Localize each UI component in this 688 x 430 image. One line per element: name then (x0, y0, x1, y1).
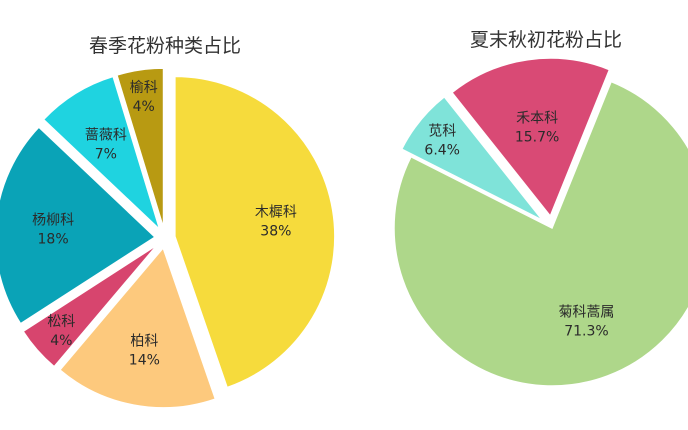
late-summer-pie: 菊科蒿属 71.3% 苋科 6.4% 禾本科 15.7% (393, 57, 688, 387)
slice-value-label: 14% (129, 352, 160, 368)
pie-slice-1-2 (450, 57, 611, 218)
slice-value-label: 4% (50, 333, 72, 349)
slice-name-label: 木樨科 (255, 204, 297, 220)
slice-name-label: 松科 (47, 314, 75, 330)
slice-name-label: 蔷薇科 (85, 127, 127, 143)
chart-title-late-summer: 夏末秋初花粉占比 (470, 29, 622, 51)
pie-slice-0-4 (42, 75, 162, 232)
pie-slice-1-0 (393, 80, 688, 387)
pie-slice-0-3 (0, 126, 157, 325)
slice-value-label: 18% (38, 232, 69, 248)
slice-name-label: 菊科蒿属 (558, 305, 614, 321)
slice-value-label: 15.7% (515, 129, 559, 145)
chart-title-spring: 春季花粉种类占比 (89, 35, 241, 57)
slice-value-label: 6.4% (424, 143, 460, 159)
slice-name-label: 杨柳科 (32, 212, 74, 229)
pie-slice-1-1 (400, 95, 544, 222)
slice-value-label: 71.3% (564, 324, 608, 340)
slice-value-label: 38% (260, 223, 291, 239)
pie-slice-0-1 (58, 246, 217, 409)
slice-name-label: 柏科 (130, 333, 158, 349)
slice-value-label: 7% (95, 146, 117, 162)
slice-name-label: 苋科 (428, 124, 456, 140)
slice-value-label: 4% (133, 99, 155, 115)
pie-slice-0-0 (174, 75, 336, 389)
slice-name-label: 榆科 (130, 80, 158, 96)
slice-name-label: 禾本科 (516, 110, 558, 126)
pie-slice-0-2 (21, 243, 159, 368)
pie-slice-0-5 (115, 67, 165, 229)
spring-pie: 木樨科 38% 柏科 14% 松科 4% 杨柳科 18% 蔷薇科 7% 榆科 4% (0, 67, 336, 409)
